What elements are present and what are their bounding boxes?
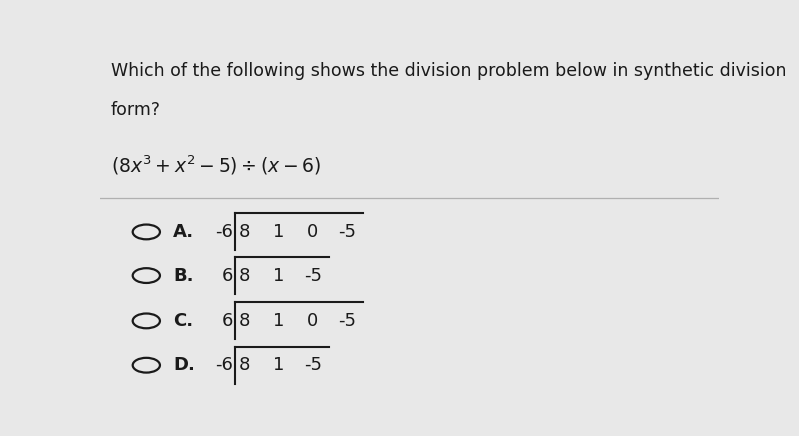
Text: 0: 0 (308, 312, 319, 330)
Text: 0: 0 (308, 223, 319, 241)
Text: 6: 6 (221, 312, 233, 330)
Text: 8: 8 (239, 356, 250, 374)
Text: -5: -5 (338, 223, 356, 241)
Text: 6: 6 (221, 266, 233, 285)
Text: 1: 1 (273, 223, 284, 241)
Text: -6: -6 (215, 223, 233, 241)
Text: 8: 8 (239, 223, 250, 241)
Text: A.: A. (173, 223, 194, 241)
Text: 1: 1 (273, 266, 284, 285)
Text: 1: 1 (273, 356, 284, 374)
Text: -6: -6 (215, 356, 233, 374)
Text: form?: form? (111, 101, 161, 119)
Text: -5: -5 (304, 266, 322, 285)
Text: C.: C. (173, 312, 193, 330)
Text: B.: B. (173, 266, 193, 285)
Text: -5: -5 (304, 356, 322, 374)
Text: Which of the following shows the division problem below in synthetic division: Which of the following shows the divisio… (111, 62, 786, 80)
Text: 8: 8 (239, 266, 250, 285)
Text: -5: -5 (338, 312, 356, 330)
Text: 1: 1 (273, 312, 284, 330)
Text: 8: 8 (239, 312, 250, 330)
Text: D.: D. (173, 356, 195, 374)
Text: $(8x^3 + x^2 - 5) \div (x - 6)$: $(8x^3 + x^2 - 5) \div (x - 6)$ (111, 153, 321, 177)
